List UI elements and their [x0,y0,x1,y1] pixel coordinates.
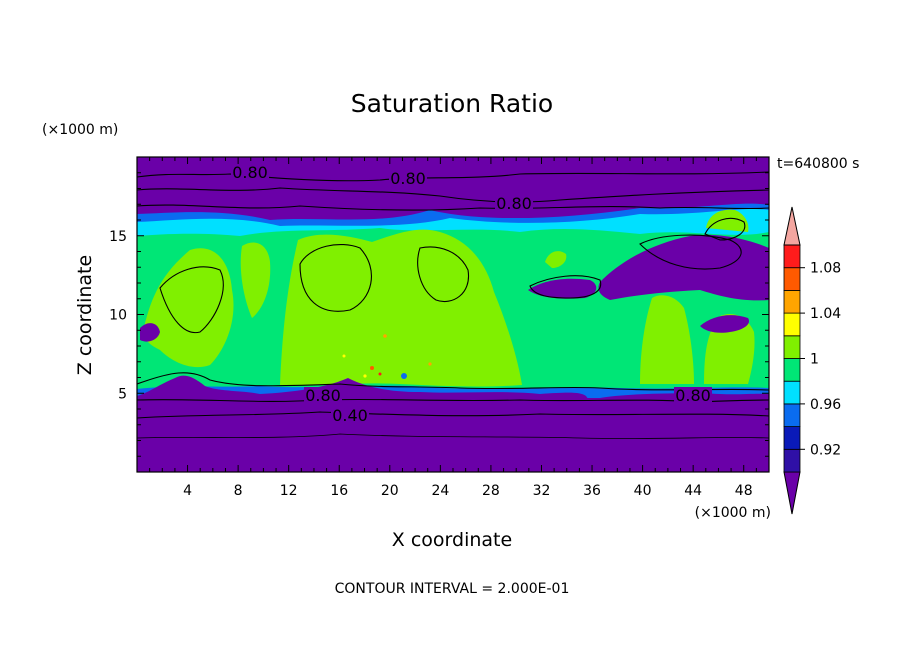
time-label: t=640800 s [777,156,859,172]
colorbar-tick-label: 1.08 [810,261,841,277]
x-unit-label: (×1000 m) [695,505,771,521]
x-tick-label: 4 [183,483,192,499]
y-unit-label: (×1000 m) [42,122,118,138]
contour-label: 0.40 [332,406,368,425]
colorbar-segment [783,448,801,473]
contour-label: 0.80 [305,386,341,405]
colorbar-segment [783,335,801,359]
colorbar-segment [783,267,801,291]
x-tick-label: 12 [280,483,298,499]
x-tick-label: 20 [381,483,399,499]
colorbar-segment [783,380,801,405]
x-tick-label: 36 [583,483,601,499]
colorbar-tick-label: 1.04 [810,306,841,322]
colorbar-extend-high [783,206,801,246]
x-tick-label: 48 [735,483,753,499]
x-tick-label: 32 [533,483,551,499]
chart-title: Saturation Ratio [351,89,553,118]
contour-label: 0.80 [496,194,532,213]
colorbar-segment [783,358,801,382]
colorbar-segment [783,244,801,269]
colorbar: 1.08 1.04 1 0.96 0.92 [783,206,841,515]
x-tick-label: 24 [431,483,449,499]
contour-label: 0.80 [390,169,426,188]
y-tick-label: 15 [109,229,127,245]
y-tick-label: 5 [118,386,127,402]
x-tick-label: 28 [482,483,500,499]
colorbar-segment [783,426,801,450]
colorbar-extend-low [783,471,801,515]
x-axis-label: X coordinate [392,529,512,551]
colorbar-segment [783,289,801,314]
y-tick-label: 10 [109,308,127,324]
x-tick-label: 16 [330,483,348,499]
colorbar-tick-label: 1 [810,352,819,368]
x-tick-label: 40 [634,483,652,499]
x-tick-label: 44 [684,483,702,499]
contour-label: 0.80 [232,163,268,182]
x-axis: 4 8 12 16 20 24 28 32 36 40 44 48 [149,157,757,499]
contour-field: 0.80 0.80 0.80 0.80 0.80 0.40 [137,157,769,472]
colorbar-tick-label: 0.96 [810,397,841,413]
contour-label: 0.80 [675,386,711,405]
y-axis-label: Z coordinate [74,255,96,375]
contour-interval-note: CONTOUR INTERVAL = 2.000E-01 [335,581,570,597]
colorbar-tick-label: 0.92 [810,442,841,458]
colorbar-segment [783,312,801,337]
colorbar-segment [783,403,801,427]
x-tick-label: 8 [234,483,243,499]
y-axis: 5 10 15 [109,172,769,457]
